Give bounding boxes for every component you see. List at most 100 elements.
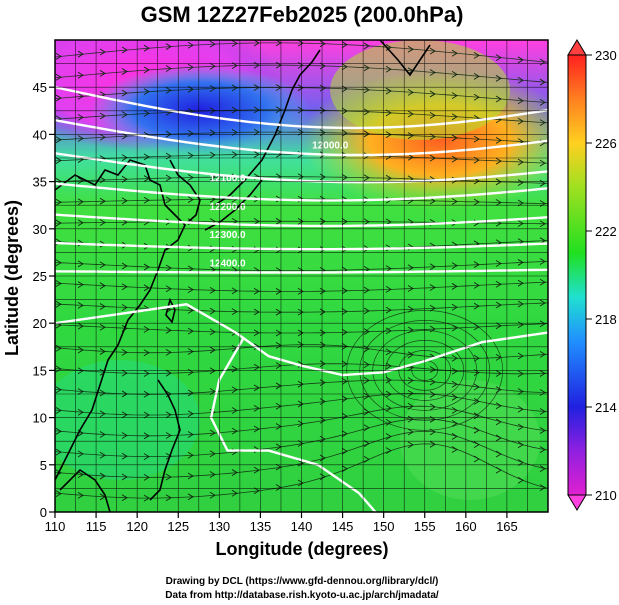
- wind-arrow: [319, 218, 326, 225]
- wind-arrow: [363, 455, 370, 463]
- wind-arrow: [341, 343, 348, 350]
- wind-arrow: [429, 111, 436, 119]
- wind-arrow: [539, 408, 546, 415]
- coastline-japan: [214, 49, 321, 206]
- x-tick-label: 135: [250, 519, 272, 534]
- wind-arrow: [451, 92, 458, 99]
- wind-arrow: [143, 325, 150, 333]
- wind-arrow: [55, 448, 62, 456]
- wind-arrow: [55, 407, 62, 414]
- wind-arrow: [385, 218, 392, 226]
- wind-arrow: [99, 133, 106, 141]
- wind-arrow: [363, 108, 370, 116]
- contour-label: 12300.0: [209, 230, 246, 241]
- wind-arrow: [99, 112, 106, 120]
- wind-arrow: [121, 46, 128, 54]
- wind-arrow: [319, 379, 326, 387]
- y-tick-label: 20: [33, 316, 47, 331]
- wind-arrow: [187, 472, 194, 480]
- wind-arrow: [341, 377, 348, 385]
- wind-arrow: [143, 196, 150, 204]
- wind-arrow: [385, 65, 392, 73]
- y-tick-label: 35: [33, 175, 47, 190]
- wind-arrow: [231, 40, 238, 47]
- wind-arrow: [385, 87, 392, 95]
- wind-arrow: [385, 265, 392, 272]
- x-tick-label: 140: [291, 519, 313, 534]
- wind-arrow: [363, 64, 370, 72]
- y-tick-label: 30: [33, 222, 47, 237]
- wind-arrow: [143, 411, 150, 419]
- wind-arrow: [517, 441, 524, 449]
- wind-arrow: [407, 377, 414, 384]
- colorbar-gradient: [567, 54, 587, 496]
- wind-arrow: [143, 370, 150, 377]
- wind-arrow: [77, 198, 84, 206]
- wind-arrow: [99, 323, 106, 331]
- wind-arrow: [517, 220, 524, 227]
- wind-arrow: [319, 360, 326, 368]
- wind-arrow: [231, 407, 238, 414]
- wind-arrow: [253, 40, 260, 47]
- wind-arrow: [451, 283, 458, 290]
- wind-arrow: [231, 489, 238, 497]
- wind-arrow: [165, 196, 172, 204]
- wind-arrow: [209, 367, 216, 375]
- wind-arrow: [385, 348, 392, 356]
- wind-arrow: [363, 307, 370, 315]
- wind-arrow: [517, 352, 524, 360]
- wind-arrow: [451, 393, 458, 401]
- wind-arrow: [187, 152, 194, 159]
- colorbar-tick-label: 226: [595, 136, 617, 151]
- wind-arrow: [209, 286, 216, 294]
- wind-arrow: [517, 259, 524, 266]
- wind-arrow: [407, 351, 414, 359]
- wind-arrow: [165, 432, 172, 439]
- wind-arrow: [297, 479, 304, 487]
- wind-arrow: [517, 279, 524, 287]
- wind-arrow: [517, 388, 524, 395]
- coastlines: [55, 40, 431, 512]
- wind-arrow: [99, 472, 106, 480]
- wind-arrow: [121, 154, 128, 162]
- wind-arrow: [539, 200, 546, 207]
- wind-arrow: [77, 260, 84, 268]
- wind-arrow: [77, 322, 84, 330]
- x-axis-label: Longitude (degrees): [215, 539, 388, 559]
- wind-arrow: [297, 40, 304, 47]
- wind-arrow: [517, 97, 524, 105]
- wind-arrow: [55, 157, 62, 164]
- wind-arrow: [473, 441, 480, 448]
- wind-arrow: [429, 197, 436, 205]
- wind-arrow: [297, 106, 304, 114]
- wind-arrow: [297, 288, 304, 295]
- wind-arrow: [407, 390, 414, 397]
- wind-arrow: [517, 117, 524, 125]
- wind-arrow: [517, 179, 524, 186]
- wind-arrow: [539, 484, 546, 492]
- wind-arrow: [253, 487, 260, 495]
- wind-arrow: [429, 366, 436, 373]
- wind-arrow: [473, 354, 480, 362]
- wind-arrow: [495, 95, 502, 103]
- wind-arrow: [143, 153, 150, 161]
- wind-arrow: [319, 473, 326, 481]
- wind-arrow: [187, 174, 194, 181]
- wind-arrow: [517, 76, 524, 84]
- wind-arrow: [253, 405, 260, 412]
- wind-arrow: [143, 349, 150, 357]
- wind-arrow: [187, 410, 194, 418]
- wind-arrow: [165, 285, 172, 293]
- wind-arrow: [99, 261, 106, 269]
- y-tick-label: 10: [33, 411, 47, 426]
- y-tick-label: 40: [33, 127, 47, 142]
- wind-arrow: [187, 493, 194, 501]
- streamline: [55, 281, 548, 292]
- streamline: [55, 344, 548, 359]
- wind-arrow: [341, 395, 348, 403]
- wind-arrow: [99, 431, 106, 438]
- wind-arrow: [99, 48, 106, 56]
- wind-arrow: [517, 56, 524, 64]
- wind-arrow: [121, 494, 128, 502]
- wind-arrow: [495, 54, 502, 62]
